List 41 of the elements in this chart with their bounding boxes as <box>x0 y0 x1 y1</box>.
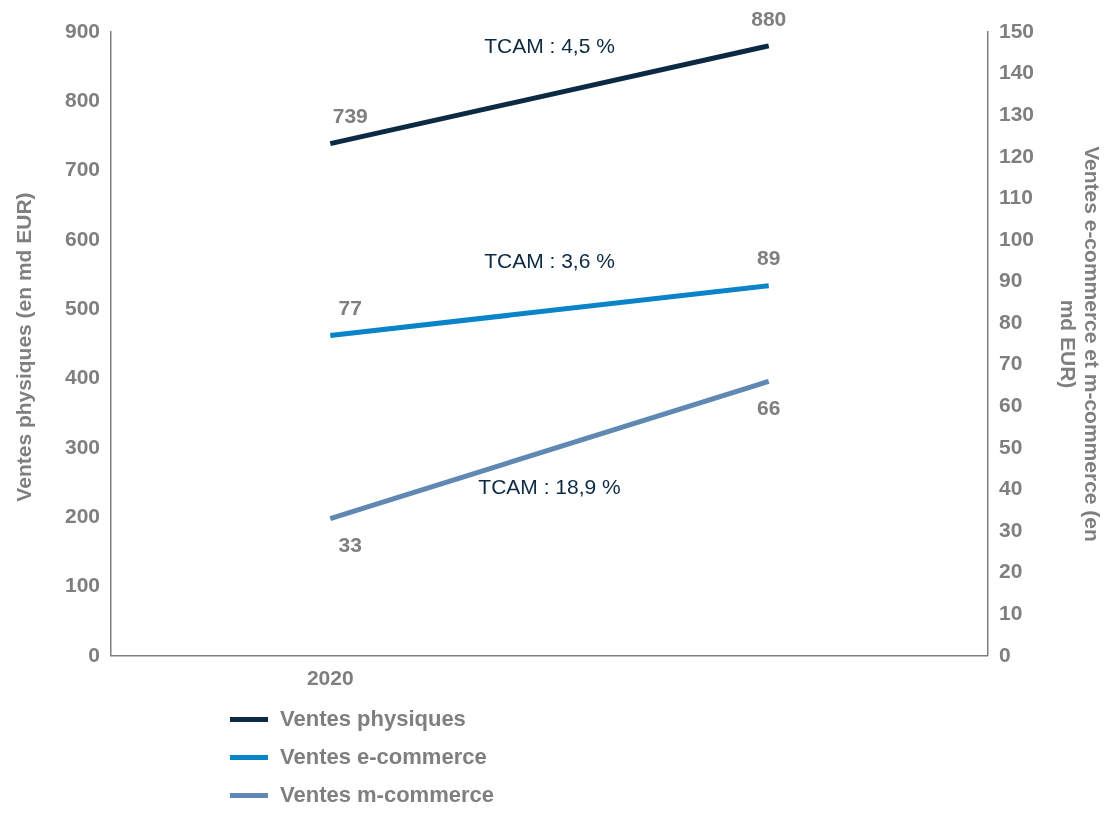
data-label: 66 <box>757 396 781 420</box>
y2-tick-label: 120 <box>998 143 1035 167</box>
y2-tick-label: 100 <box>998 226 1035 250</box>
y2-axis-title: Ventes e-commerce et m-commerce (en md EUR) <box>1056 145 1104 544</box>
y2-tick-label: 40 <box>998 476 1023 500</box>
y-tick-label: 200 <box>64 503 101 527</box>
y2-tick-label: 10 <box>998 601 1023 625</box>
y2-tick-label: 80 <box>998 309 1023 333</box>
data-label: 739 <box>332 104 368 128</box>
y-tick-label: 400 <box>64 365 101 389</box>
y-tick-label: 300 <box>64 434 101 458</box>
x-tick-label: 2020 <box>306 666 354 690</box>
y2-tick-label: 70 <box>998 351 1023 375</box>
legend-label: Ventes physiques <box>280 706 466 732</box>
y-tick-label: 500 <box>64 296 101 320</box>
y2-tick-label: 60 <box>998 393 1023 417</box>
y-tick-label: 0 <box>88 642 101 666</box>
legend-label: Ventes e-commerce <box>280 744 487 770</box>
y2-tick-label: 50 <box>998 434 1023 458</box>
y-tick-label: 600 <box>64 226 101 250</box>
y2-tick-label: 30 <box>998 517 1023 541</box>
y2-tick-label: 20 <box>998 559 1023 583</box>
y2-tick-label: 90 <box>998 268 1023 292</box>
annotation: TCAM : 18,9 % <box>478 474 621 498</box>
y-tick-label: 900 <box>64 18 101 42</box>
data-label: 880 <box>751 6 787 30</box>
y2-tick-label: 140 <box>998 60 1035 84</box>
y-axis-title: Ventes physiques (en md EUR) <box>12 191 36 504</box>
y2-tick-label: 130 <box>998 101 1035 125</box>
annotation: TCAM : 3,6 % <box>484 249 615 273</box>
legend-label: Ventes m-commerce <box>280 782 494 808</box>
y-tick-label: 700 <box>64 157 101 181</box>
data-label: 89 <box>757 246 781 270</box>
y-tick-label: 100 <box>64 573 101 597</box>
annotation: TCAM : 4,5 % <box>484 33 615 57</box>
y2-tick-label: 110 <box>998 185 1033 209</box>
y2-tick-label: 0 <box>998 642 1011 666</box>
data-label: 77 <box>338 296 362 320</box>
y-tick-label: 800 <box>64 88 101 112</box>
data-label: 33 <box>338 533 362 557</box>
y2-tick-label: 150 <box>998 18 1035 42</box>
